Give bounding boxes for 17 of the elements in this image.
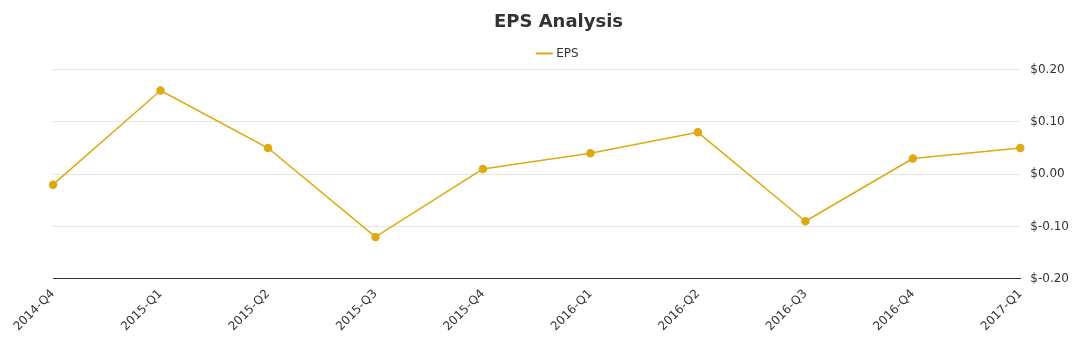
y-tick-label: $0.00 — [1030, 166, 1065, 181]
point — [48, 180, 58, 189]
y-tick-label: $-0.20 — [1030, 270, 1069, 285]
point — [1016, 143, 1025, 153]
legend-label: EPS — [556, 45, 579, 60]
y-tick-label: $0.10 — [1030, 114, 1065, 129]
point — [371, 232, 380, 242]
point — [586, 149, 595, 158]
point — [693, 128, 703, 137]
y-tick-label: $-0.10 — [1030, 218, 1069, 233]
point — [263, 143, 273, 153]
point — [908, 154, 918, 163]
point — [156, 86, 165, 95]
point — [478, 164, 488, 174]
point — [801, 217, 810, 226]
y-tick-label: $0.20 — [1030, 61, 1065, 76]
chart-title: EPS Analysis — [493, 10, 624, 32]
